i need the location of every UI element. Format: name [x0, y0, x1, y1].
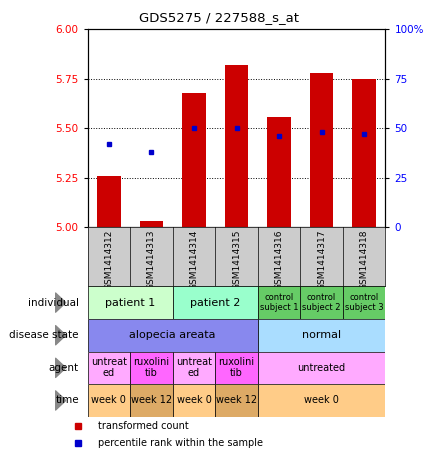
- Bar: [215, 384, 258, 417]
- Bar: [300, 286, 343, 319]
- Polygon shape: [55, 325, 66, 345]
- Bar: [225, 65, 248, 227]
- Text: week 12: week 12: [131, 395, 172, 405]
- Bar: [258, 384, 385, 417]
- Bar: [173, 352, 215, 384]
- Text: ruxolini
tib: ruxolini tib: [219, 357, 254, 378]
- Text: patient 2: patient 2: [190, 298, 240, 308]
- Text: GSM1414312: GSM1414312: [104, 230, 113, 290]
- Bar: [173, 286, 258, 319]
- Text: GSM1414313: GSM1414313: [147, 230, 156, 290]
- Bar: [88, 352, 130, 384]
- Bar: [258, 319, 385, 352]
- Text: week 0: week 0: [92, 395, 126, 405]
- Polygon shape: [55, 293, 66, 313]
- Text: GDS5275 / 227588_s_at: GDS5275 / 227588_s_at: [139, 11, 299, 24]
- Bar: [88, 319, 258, 352]
- Bar: [130, 384, 173, 417]
- Text: GSM1414314: GSM1414314: [190, 230, 198, 290]
- Text: patient 1: patient 1: [105, 298, 155, 308]
- Text: week 12: week 12: [216, 395, 257, 405]
- Text: untreat
ed: untreat ed: [176, 357, 212, 378]
- Text: GSM1414316: GSM1414316: [275, 230, 283, 290]
- Text: week 0: week 0: [304, 395, 339, 405]
- Text: agent: agent: [49, 363, 79, 373]
- Bar: [88, 384, 130, 417]
- Text: GSM1414317: GSM1414317: [317, 230, 326, 290]
- Bar: [182, 93, 206, 227]
- Bar: [267, 116, 291, 227]
- Text: untreated: untreated: [297, 363, 346, 373]
- Text: normal: normal: [302, 330, 341, 340]
- Text: control
subject 1: control subject 1: [260, 293, 298, 312]
- Text: untreat
ed: untreat ed: [91, 357, 127, 378]
- Text: percentile rank within the sample: percentile rank within the sample: [98, 438, 263, 448]
- Bar: [130, 352, 173, 384]
- Polygon shape: [55, 390, 66, 410]
- Bar: [258, 286, 300, 319]
- Bar: [343, 286, 385, 319]
- Bar: [215, 352, 258, 384]
- Bar: [310, 73, 333, 227]
- Text: disease state: disease state: [9, 330, 79, 340]
- Bar: [173, 384, 215, 417]
- Text: GSM1414318: GSM1414318: [360, 230, 369, 290]
- Text: transformed count: transformed count: [98, 421, 188, 431]
- Text: time: time: [55, 395, 79, 405]
- Bar: [140, 222, 163, 227]
- Text: ruxolini
tib: ruxolini tib: [133, 357, 170, 378]
- Bar: [353, 79, 376, 227]
- Text: control
subject 2: control subject 2: [302, 293, 341, 312]
- Text: alopecia areata: alopecia areata: [130, 330, 216, 340]
- Polygon shape: [55, 358, 66, 378]
- Text: control
subject 3: control subject 3: [345, 293, 384, 312]
- Bar: [88, 286, 173, 319]
- Bar: [97, 176, 120, 227]
- Bar: [258, 352, 385, 384]
- Text: individual: individual: [28, 298, 79, 308]
- Text: GSM1414315: GSM1414315: [232, 230, 241, 290]
- Text: week 0: week 0: [177, 395, 212, 405]
